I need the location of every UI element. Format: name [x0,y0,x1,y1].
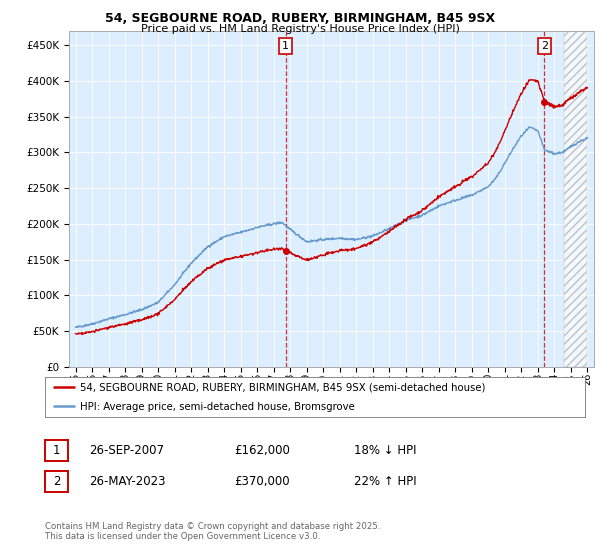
Text: 54, SEGBOURNE ROAD, RUBERY, BIRMINGHAM, B45 9SX (semi-detached house): 54, SEGBOURNE ROAD, RUBERY, BIRMINGHAM, … [80,383,485,393]
Text: 2: 2 [541,41,548,51]
Text: 1: 1 [282,41,289,51]
Text: £162,000: £162,000 [234,444,290,457]
Text: 54, SEGBOURNE ROAD, RUBERY, BIRMINGHAM, B45 9SX: 54, SEGBOURNE ROAD, RUBERY, BIRMINGHAM, … [105,12,495,25]
Text: 22% ↑ HPI: 22% ↑ HPI [354,475,416,488]
Text: 1: 1 [53,444,60,457]
Text: Contains HM Land Registry data © Crown copyright and database right 2025.
This d: Contains HM Land Registry data © Crown c… [45,522,380,542]
Text: 2: 2 [53,475,60,488]
Text: 26-SEP-2007: 26-SEP-2007 [89,444,164,457]
Text: 18% ↓ HPI: 18% ↓ HPI [354,444,416,457]
Text: HPI: Average price, semi-detached house, Bromsgrove: HPI: Average price, semi-detached house,… [80,402,355,412]
Text: £370,000: £370,000 [234,475,290,488]
Text: 26-MAY-2023: 26-MAY-2023 [89,475,166,488]
Text: Price paid vs. HM Land Registry's House Price Index (HPI): Price paid vs. HM Land Registry's House … [140,24,460,34]
